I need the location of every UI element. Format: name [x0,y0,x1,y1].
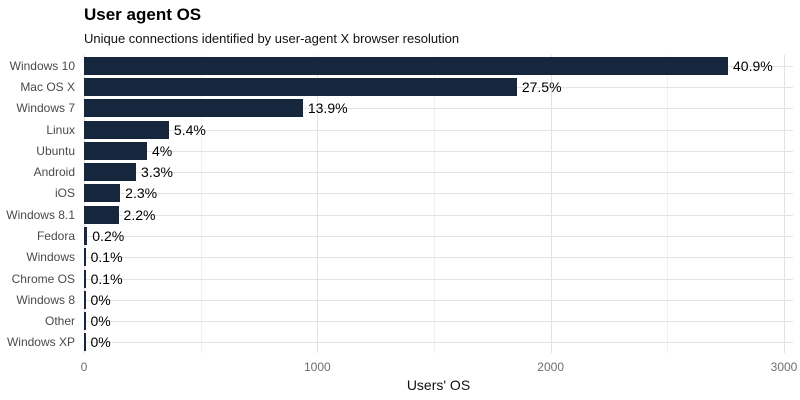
bar-value-label: 40.9% [733,57,773,74]
bar-value-label: 0.1% [90,270,123,287]
category-label-windows-7: Windows 7 [16,101,75,116]
row-gridline [84,342,793,343]
row-gridline [84,236,793,237]
category-label-ubuntu: Ubuntu [36,143,75,158]
bar-value-label: 0% [90,291,111,308]
row-gridline [84,321,793,322]
y-axis-labels: Windows 10 Mac OS X Windows 7 Linux Ubuntu An… [0,55,79,353]
category-label-windows: Windows [26,250,75,265]
bar-windows-8 [84,290,86,309]
row-gridline [84,215,793,216]
bar-fedora [84,226,88,245]
category-label-windows-8-1: Windows 8.1 [6,207,75,222]
bar-chrome-os [84,269,86,288]
bar-value-label: 2.2% [123,206,156,223]
category-label-ios: iOS [54,186,75,201]
category-label-windows-8: Windows 8 [16,292,75,307]
gridline-minor-1500 [434,55,435,353]
row-gridline [84,257,793,258]
category-label-fedora: Fedora [36,228,75,243]
bar-value-label: 3.3% [141,164,173,181]
bar-windows [84,248,86,267]
row-gridline [84,279,793,280]
row-gridline [84,193,793,194]
plot-area: 40.9% 27.5% 13.9% 5.4% 4% 3.3% 2.3% 2.2% 0.2% 0.1… [84,55,793,353]
gridline-minor-2500 [667,55,669,353]
bar-value-label: 4% [152,142,173,159]
row-gridline [84,300,793,301]
chart-title: User agent OS [84,5,202,24]
bar-value-label: 0% [90,334,111,351]
bar-value-label: 2.3% [125,185,158,202]
category-label-windows-10: Windows 10 [9,58,75,73]
row-gridline [84,151,793,152]
bar-windows-xp [84,333,86,352]
x-tick-label-2000: 2000 [537,360,564,374]
bar-value-label: 27.5% [521,78,562,95]
row-gridline [84,172,793,173]
row-gridline [84,108,793,109]
bar-linux [84,120,169,139]
gridline-minor-500 [200,55,202,353]
category-label-android: Android [33,165,75,180]
x-axis-ticks: 0 1000 2000 3000 [81,360,798,376]
bar-ios [84,184,121,203]
gridline-major-0 [84,55,85,353]
gridline-major-2000 [550,55,552,353]
x-axis-title: Users' OS [406,377,471,393]
category-label-other: Other [44,314,75,329]
chart-subtitle: Unique connections identified by user-ag… [84,31,460,46]
x-tick-label-3000: 3000 [770,360,798,374]
row-gridline [84,130,793,131]
bar-value-label: 5.4% [173,121,206,138]
category-label-mac-os-x: Mac OS X [20,79,75,94]
bar-value-label: 0.2% [92,227,125,244]
bar-other [84,312,86,331]
category-label-linux: Linux [46,122,75,137]
bar-value-label: 0% [90,313,111,330]
bar-mac-os-x [84,77,517,96]
gridline-major-1000 [317,55,319,353]
x-tick-label-1000: 1000 [303,360,331,374]
category-label-windows-xp: Windows XP [6,335,75,350]
bar-windows-7 [84,99,303,118]
bar-android [84,163,137,182]
bar-windows-8-1 [84,205,119,224]
bar-windows-10 [84,56,728,75]
gridline-major-3000 [784,55,785,353]
category-label-chrome-os: Chrome OS [11,271,75,286]
bar-value-label: 13.9% [307,100,348,117]
bar-value-label: 0.1% [90,249,123,266]
x-tick-label-0: 0 [80,360,88,374]
bar-ubuntu [84,141,147,160]
